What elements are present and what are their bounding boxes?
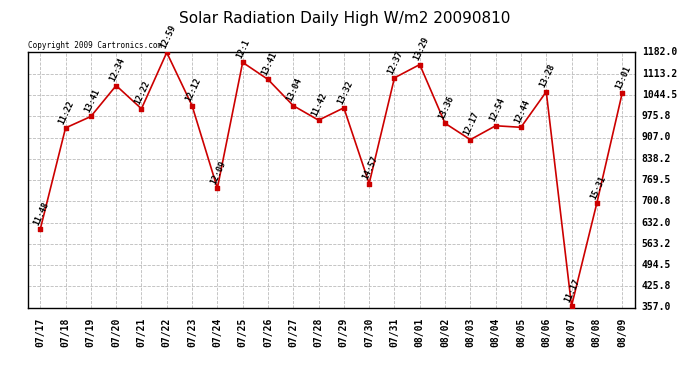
Text: 11:42: 11:42 (310, 91, 329, 118)
Text: 12:59: 12:59 (159, 24, 177, 50)
Point (515, 124, 526, 130)
Point (566, 303, 577, 309)
Text: 12:22: 12:22 (133, 80, 152, 106)
Point (288, 103, 299, 109)
Text: Solar Radiation Daily High W/m2 20090810: Solar Radiation Daily High W/m2 20090810 (179, 11, 511, 26)
Text: 700.8: 700.8 (642, 196, 671, 206)
Text: 12:17: 12:17 (462, 111, 481, 137)
Text: 425.8: 425.8 (642, 281, 671, 291)
Point (541, 89, 552, 95)
Point (313, 117, 324, 123)
Text: 12:37: 12:37 (386, 49, 405, 75)
Text: 13:32: 13:32 (336, 79, 355, 105)
Text: 1044.5: 1044.5 (642, 90, 677, 100)
Point (414, 62, 425, 68)
Point (617, 90, 628, 96)
Point (364, 180, 375, 186)
Point (591, 200, 602, 206)
Text: 11:17: 11:17 (564, 277, 582, 303)
Point (110, 82, 121, 88)
Text: 11:48: 11:48 (32, 200, 51, 227)
Text: 11:22: 11:22 (57, 99, 76, 126)
Text: 1113.2: 1113.2 (642, 69, 677, 79)
Text: 12:12: 12:12 (184, 77, 203, 103)
Text: 838.2: 838.2 (642, 154, 671, 164)
Point (161, 50, 172, 55)
Point (237, 59, 248, 65)
Point (465, 136, 476, 142)
Text: 632.0: 632.0 (642, 217, 671, 228)
Text: 563.2: 563.2 (642, 239, 671, 249)
Text: 13:41: 13:41 (260, 51, 279, 77)
Point (212, 185, 223, 191)
Text: 12:1: 12:1 (235, 38, 251, 60)
Text: 12:54: 12:54 (488, 97, 506, 123)
Text: 907.0: 907.0 (642, 132, 671, 142)
Text: 13:28: 13:28 (538, 63, 557, 89)
Text: 13:04: 13:04 (285, 77, 304, 103)
Text: 12:44: 12:44 (513, 98, 531, 125)
Text: 12:34: 12:34 (108, 57, 127, 83)
Text: 494.5: 494.5 (642, 260, 671, 270)
Point (262, 76, 273, 82)
Text: 13:29: 13:29 (412, 36, 431, 62)
Point (136, 106, 147, 112)
Point (86, 114, 97, 120)
Text: 769.5: 769.5 (642, 175, 671, 185)
Text: 975.8: 975.8 (642, 111, 671, 121)
Text: 1182.0: 1182.0 (642, 48, 677, 57)
Text: 13:36: 13:36 (437, 94, 455, 121)
Point (338, 105, 349, 111)
Text: 12:09: 12:09 (209, 159, 228, 186)
Point (34, 226, 46, 232)
Text: 15:31: 15:31 (589, 174, 607, 201)
Point (186, 103, 197, 109)
Text: Copyright 2009 Cartronics.com: Copyright 2009 Cartronics.com (28, 41, 161, 50)
Point (440, 120, 451, 126)
Text: 13:41: 13:41 (83, 87, 101, 114)
Point (60, 125, 71, 131)
Point (389, 75, 400, 81)
Text: 357.0: 357.0 (642, 303, 671, 312)
Text: 13:01: 13:01 (614, 64, 633, 91)
Text: 14:57: 14:57 (361, 154, 380, 181)
Point (490, 123, 501, 129)
